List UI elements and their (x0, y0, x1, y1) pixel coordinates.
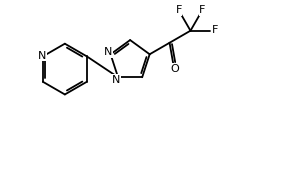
Text: O: O (170, 64, 179, 74)
Text: N: N (104, 47, 112, 57)
Text: N: N (112, 75, 120, 85)
Text: F: F (212, 25, 218, 35)
Text: N: N (38, 51, 47, 61)
Text: F: F (175, 5, 182, 15)
Text: F: F (199, 5, 206, 15)
